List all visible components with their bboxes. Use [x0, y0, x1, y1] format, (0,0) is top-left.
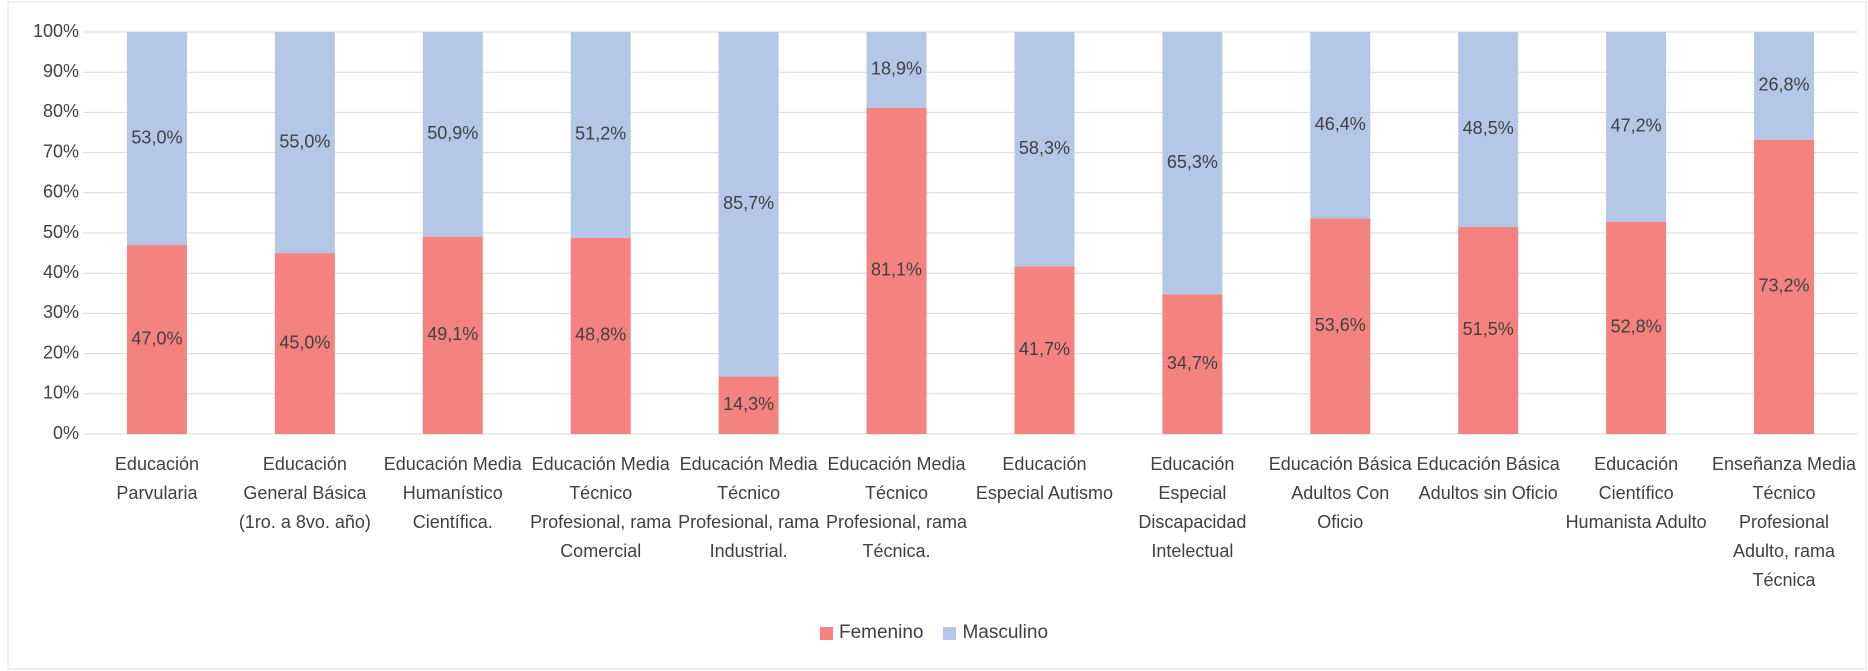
bar-segment: [1014, 32, 1075, 267]
y-tick-label: 60%: [43, 182, 79, 202]
x-tick-label: Educación Especial Autismo: [975, 454, 1113, 503]
bar-segment: [1606, 32, 1667, 222]
bar-segment: [274, 32, 335, 254]
bar-segment: [126, 245, 187, 434]
data-label: 47,0%: [131, 328, 182, 348]
bar-segment: [126, 32, 187, 246]
x-tick-label: Enseñanza Media Técnico Profesional Adul…: [1711, 454, 1857, 590]
x-tick-label: Educación Científico Humanista Adulto: [1565, 454, 1707, 532]
legend-swatch: [943, 626, 957, 640]
bar-segment: [1754, 32, 1815, 140]
y-tick-label: 20%: [43, 342, 79, 362]
data-label: 58,3%: [1019, 138, 1070, 158]
data-label: 47,2%: [1611, 116, 1662, 136]
data-label: 85,7%: [723, 193, 774, 213]
chart-frame: [7, 1, 1867, 670]
bar-segment: [718, 376, 779, 434]
y-tick-label: 50%: [43, 222, 79, 242]
y-tick-label: 90%: [43, 61, 79, 81]
bar-segment: [1310, 218, 1371, 434]
bar-segment: [1310, 32, 1371, 219]
bar-segment: [1162, 294, 1223, 434]
data-label: 51,2%: [575, 124, 626, 144]
bar-segment: [422, 32, 483, 237]
bar-segment: [866, 107, 927, 434]
data-label: 81,1%: [871, 260, 922, 280]
x-tick-label: Educación Media Técnico Profesional, ram…: [530, 454, 672, 561]
y-tick-label: 0%: [53, 423, 79, 443]
data-label: 55,0%: [279, 131, 330, 151]
data-label: 14,3%: [723, 394, 774, 414]
legend-item: Masculino: [943, 622, 1048, 644]
legend-item: Femenino: [819, 622, 924, 644]
bar-segment: [1162, 32, 1223, 295]
data-label: 41,7%: [1019, 339, 1070, 359]
bar-segment: [718, 32, 779, 377]
bar-segment: [570, 32, 631, 238]
data-label: 49,1%: [427, 324, 478, 344]
bar-segment: [1754, 139, 1815, 434]
y-tick-label: 80%: [43, 101, 79, 121]
y-tick-label: 40%: [43, 262, 79, 282]
data-label: 53,6%: [1315, 315, 1366, 335]
x-tick-label: Educación Media Humanístico Científica.: [383, 454, 522, 532]
x-tick-label: Educación Media Técnico Profesional, ram…: [678, 454, 820, 561]
data-label: 48,8%: [575, 325, 626, 345]
y-tick-label: 10%: [43, 383, 79, 403]
data-label: 26,8%: [1759, 75, 1810, 95]
legend: Femenino Masculino: [0, 622, 1868, 646]
x-tick-label: Educación Parvularia: [114, 454, 199, 503]
data-label: 51,5%: [1463, 319, 1514, 339]
bar-segment: [1458, 32, 1519, 227]
x-tick-label: Educación Especial Discapacidad Intelect…: [1138, 454, 1247, 561]
x-tick-label: Educación General Básica (1ro. a 8vo. añ…: [238, 454, 371, 532]
legend-swatch: [819, 626, 833, 640]
x-tick-label: Educación Básica Adultos Con Oficio: [1268, 454, 1412, 532]
bar-segment: [274, 253, 335, 434]
data-label: 18,9%: [871, 59, 922, 79]
bar-segment: [422, 236, 483, 434]
bar-segment: [1014, 266, 1075, 434]
y-tick-label: 70%: [43, 141, 79, 161]
legend-label: Femenino: [838, 622, 924, 643]
data-label: 45,0%: [279, 332, 330, 352]
data-label: 73,2%: [1759, 276, 1810, 296]
y-tick-label: 30%: [43, 302, 79, 322]
data-label: 50,9%: [427, 123, 478, 143]
bar-segment: [866, 32, 927, 108]
y-tick-label: 100%: [33, 21, 79, 41]
data-label: 52,8%: [1611, 317, 1662, 337]
data-label: 53,0%: [131, 127, 182, 147]
x-tick-label: Educación Básica Adultos sin Oficio: [1416, 454, 1560, 503]
bar-segment: [1458, 226, 1519, 434]
data-label: 48,5%: [1463, 118, 1514, 138]
bar-segment: [570, 237, 631, 434]
x-tick-label: Educación Media Técnico Profesional, ram…: [825, 454, 968, 561]
data-label: 46,4%: [1315, 114, 1366, 134]
legend-label: Masculino: [962, 622, 1049, 643]
data-label: 34,7%: [1167, 353, 1218, 373]
data-label: 65,3%: [1167, 152, 1218, 172]
bar-segment: [1606, 221, 1667, 434]
